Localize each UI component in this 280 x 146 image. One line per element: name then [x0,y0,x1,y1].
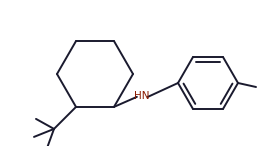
Text: HN: HN [134,91,150,101]
